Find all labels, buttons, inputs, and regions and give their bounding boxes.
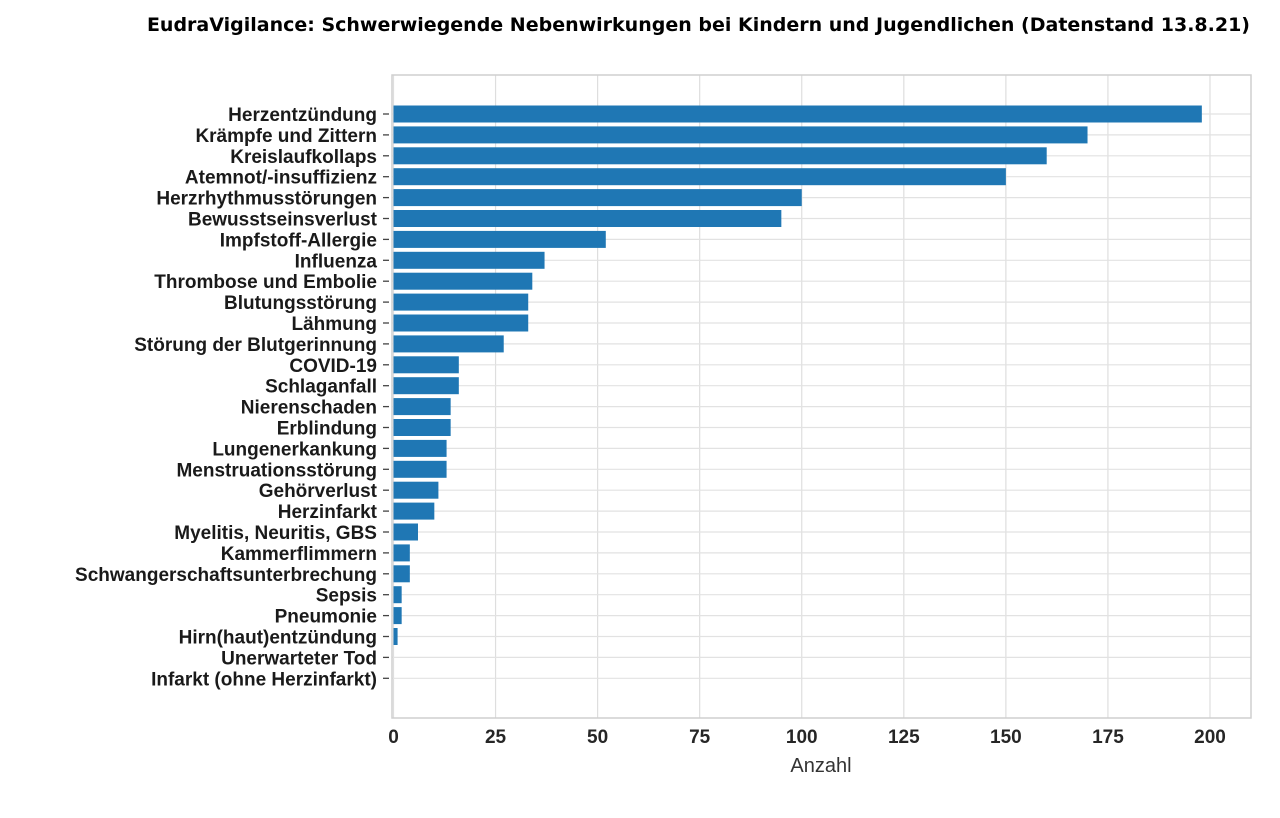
category-label: Herzrhythmusstörungen bbox=[156, 189, 377, 210]
bar bbox=[393, 398, 451, 416]
bar bbox=[393, 168, 1006, 186]
category-label: Schlaganfall bbox=[265, 377, 377, 398]
bar bbox=[393, 544, 410, 562]
category-label: Erblindung bbox=[277, 419, 377, 440]
category-label: Sepsis bbox=[316, 586, 377, 607]
x-tick-label: 125 bbox=[888, 727, 920, 748]
category-label: Bewusstseinsverlust bbox=[188, 210, 378, 231]
bar bbox=[393, 210, 782, 227]
category-label: Hirn(haut)entzündung bbox=[179, 628, 377, 649]
category-label: Myelitis, Neuritis, GBS bbox=[174, 523, 377, 544]
bar bbox=[393, 481, 439, 499]
x-tick-label: 200 bbox=[1194, 727, 1226, 748]
bar bbox=[393, 502, 435, 520]
category-label: Blutungsstörung bbox=[224, 293, 377, 314]
bar bbox=[393, 189, 802, 207]
category-label: Influenza bbox=[295, 251, 378, 272]
bar bbox=[393, 439, 447, 457]
bar bbox=[393, 335, 504, 353]
category-label: COVID-19 bbox=[289, 356, 377, 377]
category-label: Störung der Blutgerinnung bbox=[134, 335, 377, 356]
bars bbox=[393, 105, 1202, 645]
bar bbox=[393, 272, 533, 290]
category-label: Unerwarteter Tod bbox=[221, 648, 377, 669]
category-label: Herzentzündung bbox=[228, 105, 377, 126]
bar bbox=[393, 565, 410, 583]
category-label: Nierenschaden bbox=[241, 398, 377, 419]
x-axis-title: Anzahl bbox=[790, 755, 851, 777]
category-label: Herzinfarkt bbox=[278, 502, 378, 523]
x-tick-label: 175 bbox=[1092, 727, 1124, 748]
bar bbox=[393, 105, 1202, 123]
bar bbox=[393, 377, 459, 395]
bar bbox=[393, 314, 529, 332]
bar bbox=[393, 460, 447, 478]
x-tick-label: 50 bbox=[587, 727, 608, 748]
category-label: Krämpfe und Zittern bbox=[195, 126, 377, 147]
category-label: Atemnot/-insuffizienz bbox=[185, 168, 377, 189]
bar bbox=[393, 230, 606, 248]
category-label: Gehörverlust bbox=[259, 481, 378, 502]
category-label: Schwangerschaftsunterbrechung bbox=[75, 565, 377, 586]
plot-frame bbox=[391, 74, 1252, 719]
x-tick-label: 25 bbox=[485, 727, 507, 748]
x-tick-label: 150 bbox=[990, 727, 1022, 748]
category-label: Kammerflimmern bbox=[221, 544, 377, 565]
bar bbox=[393, 356, 459, 374]
bar bbox=[393, 251, 545, 269]
y-ticks bbox=[383, 113, 389, 679]
x-tick-label: 75 bbox=[689, 727, 711, 748]
bar bbox=[393, 419, 451, 436]
bar bbox=[393, 586, 402, 604]
chart-title: EudraVigilance: Schwerwiegende Nebenwirk… bbox=[146, 14, 1250, 36]
category-label: Lähmung bbox=[292, 314, 378, 335]
bar bbox=[393, 293, 529, 311]
category-label: Kreislaufkollaps bbox=[230, 147, 377, 168]
category-label: Pneumonie bbox=[275, 607, 377, 628]
category-label: Menstruationsstörung bbox=[176, 460, 377, 481]
bar bbox=[393, 523, 418, 541]
category-label: Impfstoff-Allergie bbox=[220, 230, 377, 251]
category-label: Lungenerkankung bbox=[212, 439, 377, 460]
bar bbox=[393, 126, 1088, 144]
category-label: Thrombose und Embolie bbox=[154, 272, 377, 293]
x-tick-label: 0 bbox=[388, 727, 399, 748]
bar bbox=[393, 147, 1047, 165]
x-tick-labels: 0 25 50 75 100 125 150 175 200 bbox=[388, 727, 1226, 748]
bar bbox=[393, 607, 402, 625]
bar bbox=[393, 628, 398, 645]
x-tick-label: 100 bbox=[786, 727, 818, 748]
category-label: Infarkt (ohne Herzinfarkt) bbox=[151, 669, 377, 690]
